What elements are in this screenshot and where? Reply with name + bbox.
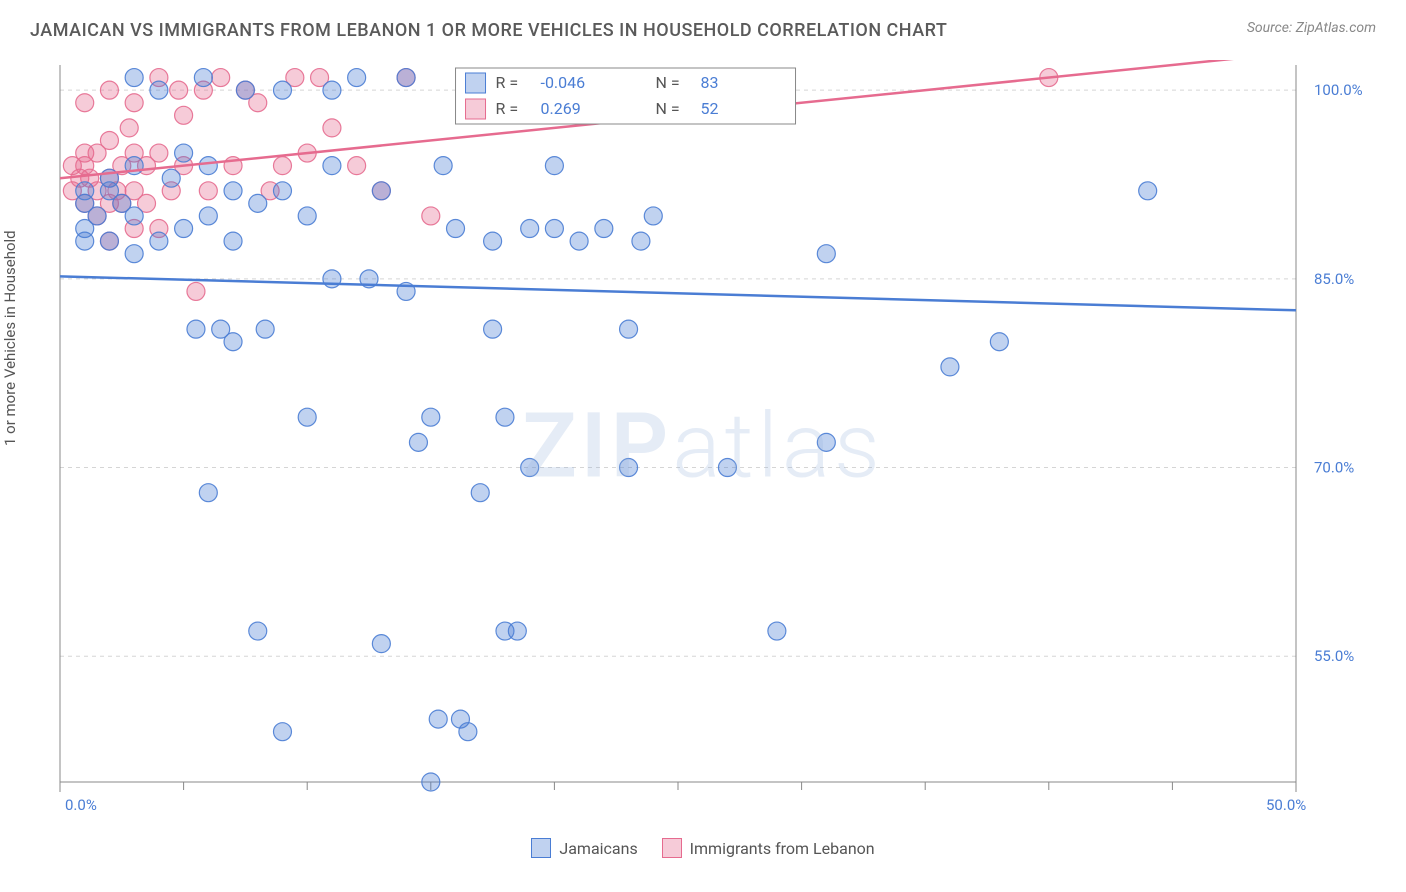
scatter-plot-svg: 55.0% 70.0% 85.0% 100.0% 0.0% 50.0% R = -0.046 N…: [50, 60, 1386, 822]
svg-text:70.0%: 70.0%: [1314, 459, 1354, 477]
header-row: JAMAICAN VS IMMIGRANTS FROM LEBANON 1 OR…: [0, 0, 1406, 51]
svg-text:83: 83: [701, 73, 719, 92]
svg-text:N =: N =: [656, 99, 680, 118]
chart-area: 55.0% 70.0% 85.0% 100.0% 0.0% 50.0% R = -0.046 N…: [50, 60, 1386, 822]
svg-text:R =: R =: [496, 99, 519, 118]
svg-text:50.0%: 50.0%: [1266, 796, 1306, 814]
legend-item-lebanon: Immigrants from Lebanon: [662, 838, 875, 858]
svg-text:85.0%: 85.0%: [1314, 270, 1354, 288]
source-label: Source: ZipAtlas.com: [1247, 20, 1376, 36]
svg-text:R =: R =: [496, 73, 519, 92]
svg-text:0.0%: 0.0%: [65, 796, 97, 814]
legend-item-jamaicans: Jamaicans: [531, 838, 637, 858]
legend-label-lebanon: Immigrants from Lebanon: [690, 839, 875, 858]
y-axis-label: 1 or more Vehicles in Household: [1, 230, 19, 446]
chart-title: JAMAICAN VS IMMIGRANTS FROM LEBANON 1 OR…: [30, 20, 947, 41]
legend-swatch-jamaicans: [531, 838, 551, 858]
svg-text:0.269: 0.269: [541, 99, 581, 118]
svg-text:52: 52: [701, 99, 719, 118]
legend-swatch-lebanon: [662, 838, 682, 858]
svg-text:55.0%: 55.0%: [1314, 647, 1354, 665]
svg-text:-0.046: -0.046: [541, 73, 586, 92]
svg-text:100.0%: 100.0%: [1314, 81, 1363, 99]
svg-text:N =: N =: [656, 73, 680, 92]
legend-label-jamaicans: Jamaicans: [559, 839, 637, 858]
legend: Jamaicans Immigrants from Lebanon: [0, 838, 1406, 862]
